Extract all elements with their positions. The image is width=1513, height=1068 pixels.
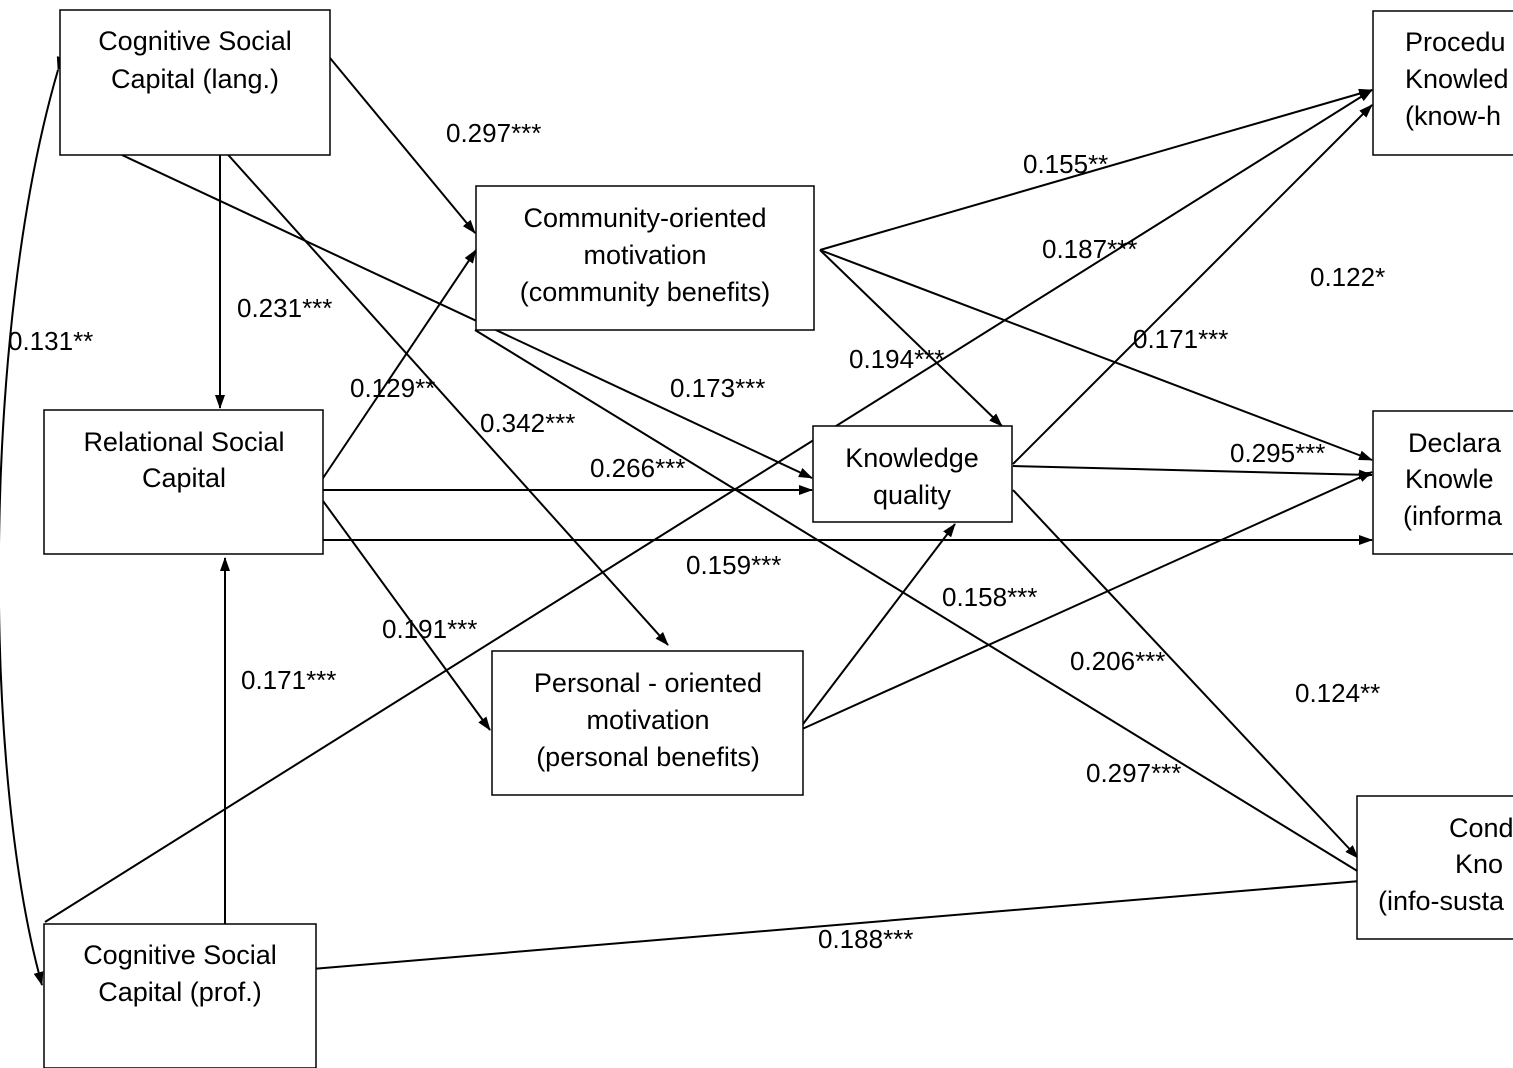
node-knowledge-quality: Knowledge quality: [812, 425, 1013, 523]
svg-text:Capital: Capital: [142, 463, 226, 493]
edge-label: 0.129**: [350, 373, 435, 403]
edge-label: 0.131**: [8, 326, 93, 356]
svg-text:Procedu: Procedu: [1405, 27, 1506, 57]
edge-coglang-personal: [221, 147, 669, 646]
edge-label: 0.159***: [686, 550, 781, 580]
node-cognitive-social-capital-prof: Cognitive Social Capital (prof.): [43, 923, 317, 1068]
svg-text:Cognitive Social: Cognitive Social: [83, 940, 277, 970]
edge-cogprof-conditional: [299, 876, 1373, 971]
edge-coglang-cogprof-covariance: [0, 56, 67, 986]
edge-label: 0.191***: [382, 614, 477, 644]
edge-relational-community: [314, 249, 477, 491]
edge-knowledgequality-declarative: [1012, 465, 1373, 480]
node-cognitive-social-capital-lang: Cognitive Social Capital (lang.): [59, 9, 331, 156]
svg-text:Declara: Declara: [1408, 428, 1502, 458]
edge-label: 0.297***: [446, 118, 541, 148]
edge-community-declarative: [819, 249, 1373, 461]
svg-text:(know-h: (know-h: [1405, 101, 1501, 131]
svg-text:(community benefits): (community benefits): [520, 277, 771, 307]
edge-label: 0.188***: [818, 924, 913, 954]
edge-label: 0.266***: [590, 453, 685, 483]
edge-label: 0.171***: [1133, 324, 1228, 354]
edge-label: 0.187***: [1042, 234, 1137, 264]
svg-text:Knowle: Knowle: [1405, 464, 1494, 494]
edge-coglang-knowledgequality: [121, 154, 813, 479]
edge-community-conditional: [474, 329, 1373, 881]
svg-text:Kno: Kno: [1455, 849, 1503, 879]
edge-label: 0.295***: [1230, 438, 1325, 468]
edge-coglang-community: [329, 57, 476, 234]
node-relational-social-capital: Relational Social Capital: [43, 409, 324, 555]
svg-text:motivation: motivation: [583, 240, 706, 270]
edge-knowledgequality-conditional: [1012, 489, 1359, 859]
svg-text:Capital (lang.): Capital (lang.): [111, 64, 279, 94]
svg-text:Community-oriented: Community-oriented: [523, 203, 766, 233]
edge-label: 0.122*: [1310, 262, 1385, 292]
node-personal-oriented-motivation: Personal - oriented motivation (personal…: [491, 650, 804, 796]
svg-text:Knowled: Knowled: [1405, 64, 1509, 94]
edge-label: 0.158***: [942, 582, 1037, 612]
edge-label: 0.171***: [241, 665, 336, 695]
edge-label: 0.297***: [1086, 758, 1181, 788]
edge-knowledgequality-procedural: [1012, 104, 1373, 465]
edge-label: 0.206***: [1070, 646, 1165, 676]
edge-label: 0.155**: [1023, 149, 1108, 179]
edge-label: 0.194***: [849, 344, 944, 374]
svg-text:Knowledge: Knowledge: [845, 443, 979, 473]
node-community-oriented-motivation: Community-oriented motivation (community…: [475, 185, 815, 331]
edge-label: 0.231***: [237, 293, 332, 323]
node-declarative-knowledge: Declara Knowle (informa: [1372, 410, 1513, 555]
svg-text:(info-susta: (info-susta: [1378, 886, 1505, 916]
edge-community-procedural: [819, 88, 1373, 251]
svg-text:(informa: (informa: [1403, 501, 1503, 531]
svg-text:motivation: motivation: [586, 705, 709, 735]
node-procedural-knowledge: Procedu Knowled (know-h: [1372, 10, 1513, 156]
svg-text:Personal - oriented: Personal - oriented: [534, 668, 762, 698]
svg-text:Cond: Cond: [1449, 813, 1513, 843]
edge-community-knowledgequality: [819, 249, 1003, 427]
edge-label: 0.342***: [480, 408, 575, 438]
svg-text:Relational Social: Relational Social: [83, 427, 284, 457]
edge-personal-declarative: [799, 471, 1373, 731]
edge-label: 0.124**: [1295, 678, 1380, 708]
edge-cogprof-procedural: [44, 89, 1373, 923]
node-conditional-knowledge: Cond Kno (info-susta: [1356, 795, 1513, 940]
svg-text:Cognitive Social: Cognitive Social: [98, 26, 292, 56]
edge-relational-personal: [314, 489, 491, 731]
edge-label: 0.173***: [670, 373, 765, 403]
edge-personal-knowledgequality: [799, 523, 956, 729]
svg-text:(personal benefits): (personal benefits): [536, 742, 760, 772]
svg-text:Capital (prof.): Capital (prof.): [98, 977, 262, 1007]
svg-text:quality: quality: [873, 480, 952, 510]
